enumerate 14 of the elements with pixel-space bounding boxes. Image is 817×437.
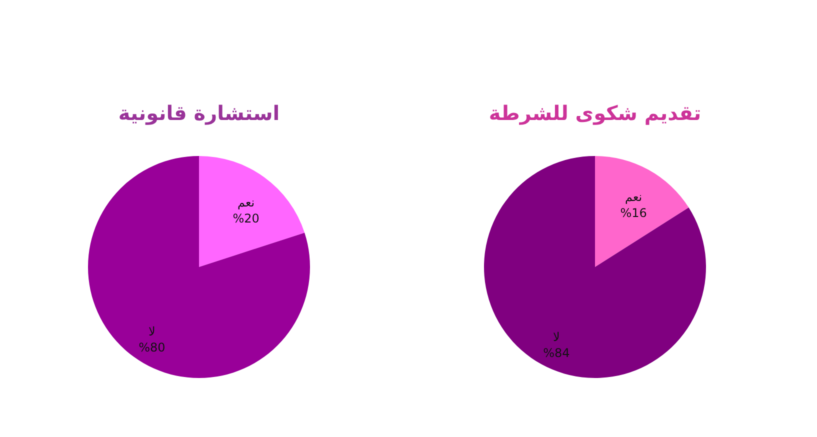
pie-slice: [199, 156, 305, 267]
pie-slice: [595, 156, 689, 267]
data-label: %80: [138, 340, 166, 355]
slice-label: نعم: [624, 190, 642, 204]
slice-label: لا: [553, 330, 560, 344]
data-label: %20: [232, 211, 260, 226]
data-label: %16: [620, 206, 647, 220]
slice-label: نعم: [237, 195, 255, 210]
data-label: %84: [543, 346, 570, 360]
pie-slice: [484, 156, 706, 378]
chart-title: تقديم شكوى للشرطة: [488, 101, 702, 125]
chart-title: استشارة قانونية: [118, 101, 280, 125]
slice-label: لا: [148, 324, 156, 339]
pie-slice: [88, 156, 310, 378]
